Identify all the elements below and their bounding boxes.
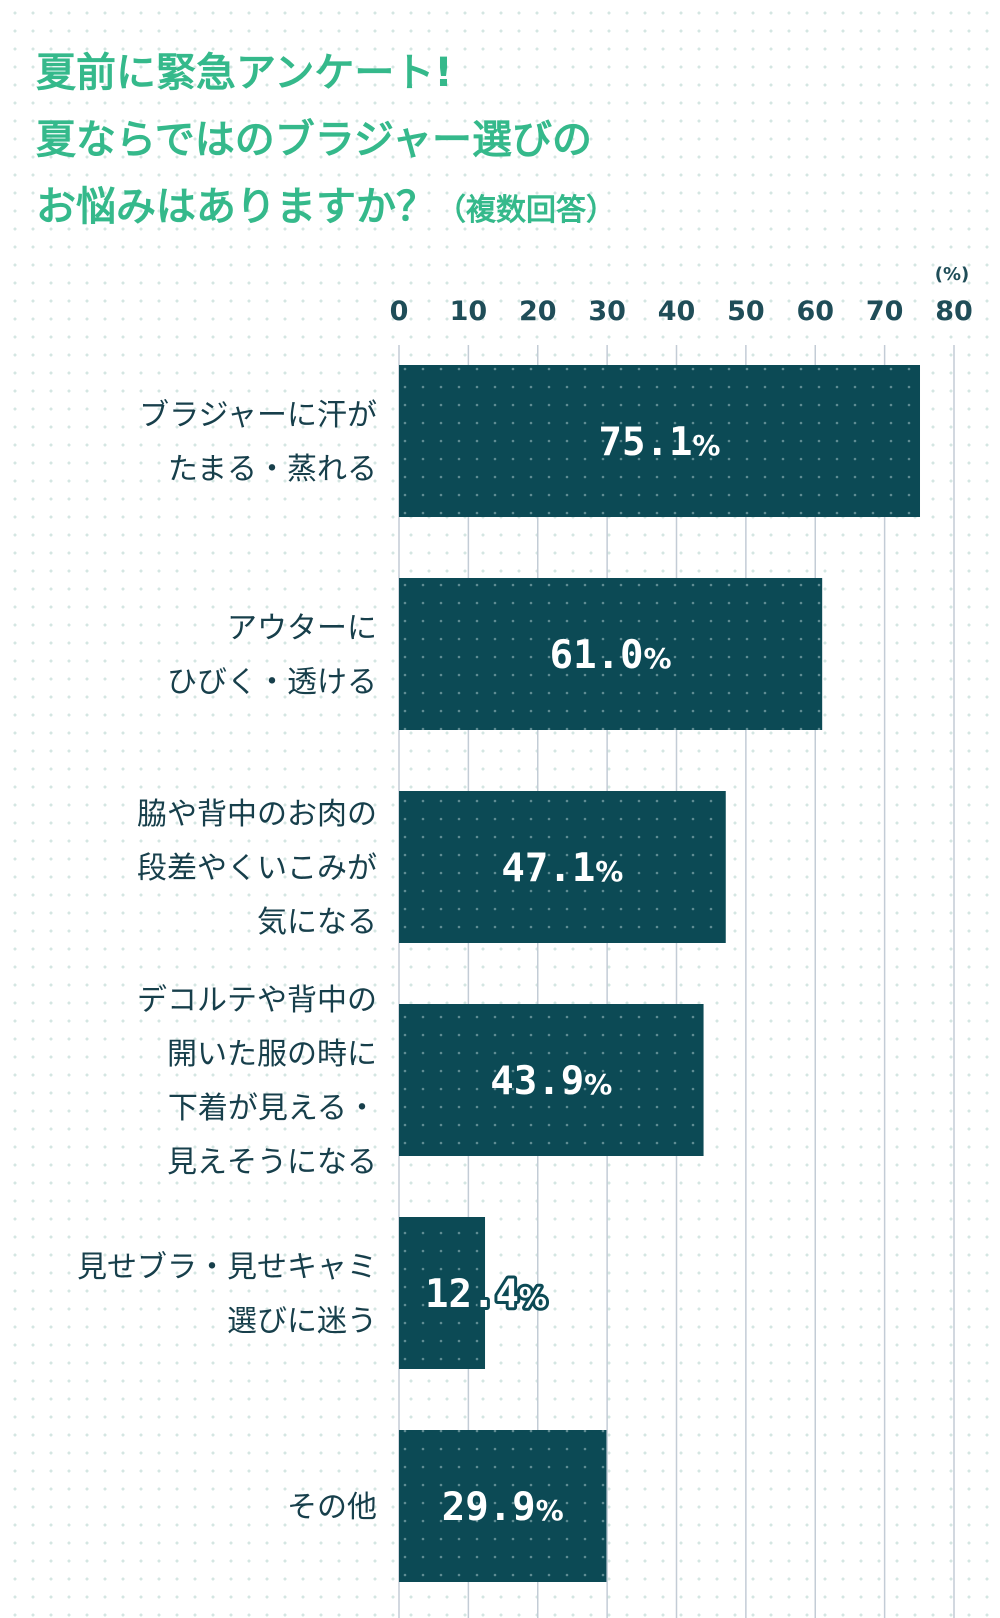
x-tick-label: 20: [519, 296, 557, 327]
bar-value-label: 29.9%: [442, 1485, 564, 1530]
title-line-3-text: お悩みはありますか？: [36, 184, 436, 230]
bar-value-label: 47.1%: [501, 846, 623, 891]
bar: [399, 365, 921, 517]
category-labels: ブラジャーに汗がたまる・蒸れるアウターにひびく・透ける脇や背中のお肉の段差やくい…: [77, 398, 377, 1525]
x-tick-label: 40: [658, 296, 696, 327]
x-tick-label: 80: [935, 296, 973, 327]
gridlines: [398, 345, 955, 1618]
title-line-2: 夏ならではのブラジャー選びの: [36, 117, 592, 163]
bar: [399, 1430, 607, 1582]
bar-value-label: 75.1%: [599, 420, 721, 465]
x-tick-label: 70: [866, 296, 904, 327]
x-tick-label: 10: [450, 296, 488, 327]
x-tick-label: 30: [588, 296, 626, 327]
bar-value-label: 61.0%: [550, 633, 672, 678]
category-label-line: 見えそうになる: [167, 1145, 377, 1180]
category-label-line: 下着が見える・: [168, 1091, 377, 1126]
category-label-line: 選びに迷う: [227, 1304, 377, 1339]
x-axis-ticks: 0 10 20 30 40 50 60 70 80: [390, 296, 973, 327]
title-line-3: お悩みはありますか？（複数回答）: [36, 174, 616, 244]
category-label-line: 開いた服の時に: [167, 1037, 377, 1072]
title-line-1: 夏前に緊急アンケート!: [36, 50, 453, 96]
bar-value-label: 12.4%: [425, 1272, 547, 1317]
category-label-line: 見せブラ・見せキャミ: [77, 1250, 377, 1285]
category-label-line: デコルテや背中の: [137, 983, 377, 1018]
bar: [399, 1217, 486, 1369]
category-label: その他: [287, 1490, 377, 1525]
category-label-line: たまる・蒸れる: [168, 452, 377, 487]
category-label-line: 気になる: [257, 905, 377, 940]
category-label-line: アウターに: [227, 611, 377, 646]
x-tick-label: 50: [727, 296, 765, 327]
category-label-line: その他: [287, 1490, 377, 1525]
category-label-line: ブラジャーに汗が: [139, 398, 377, 433]
x-tick-label: 0: [390, 296, 409, 327]
bar: [399, 791, 726, 943]
x-tick-label: 60: [796, 296, 834, 327]
category-label-line: 脇や背中のお肉の: [137, 797, 377, 832]
x-axis-unit-label: (%): [935, 264, 970, 285]
bar-value-label: 43.9%: [490, 1059, 612, 1104]
category-label-line: 段差やくいこみが: [137, 851, 377, 886]
bar: [399, 1004, 704, 1156]
chart-title: 夏前に緊急アンケート! 夏ならではのブラジャー選びの お悩みはありますか？（複数…: [36, 40, 616, 244]
bar: [399, 578, 823, 730]
bars: 75.1% 61.0% 47.1% 43.9% 12.4% 29.9%: [399, 365, 921, 1582]
title-note: （複数回答）: [436, 193, 616, 228]
category-label-line: ひびく・透ける: [167, 665, 377, 700]
